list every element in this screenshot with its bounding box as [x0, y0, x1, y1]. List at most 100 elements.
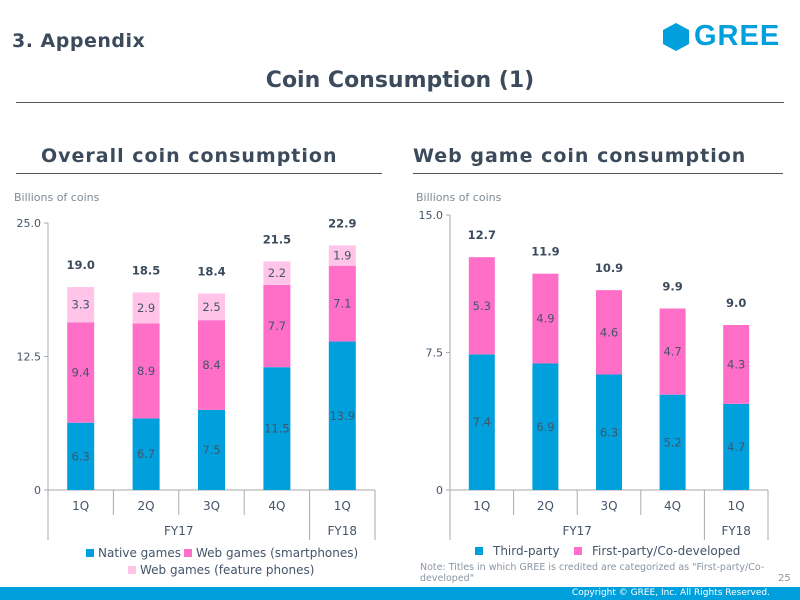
total-label: 10.9 — [595, 261, 623, 275]
hexagon-logo-icon — [663, 22, 689, 51]
chart-divider-overall — [16, 173, 382, 174]
copyright: Copyright © GREE, Inc. All Rights Reserv… — [571, 588, 770, 598]
data-label: 5.3 — [473, 299, 491, 313]
footer-bar — [0, 587, 800, 600]
gree-logo: GREE — [662, 20, 780, 53]
legend-item-first-party: First-party/Co-developed — [574, 544, 740, 558]
title-divider — [16, 102, 784, 103]
bar-segment — [532, 273, 559, 364]
category-label: 2Q — [537, 499, 554, 513]
category-label: 4Q — [664, 499, 681, 513]
bar-segment — [263, 261, 291, 285]
footnote: Note: Titles in which GREE is credited a… — [420, 562, 765, 584]
data-label: 4.7 — [727, 440, 745, 454]
group-label: FY18 — [328, 524, 358, 538]
data-label: 8.9 — [137, 364, 155, 378]
total-label: 9.0 — [726, 296, 746, 310]
bar-segment — [67, 422, 95, 490]
data-label: 13.9 — [329, 409, 355, 423]
logo-text: GREE — [694, 20, 781, 52]
group-label: FY17 — [164, 524, 194, 538]
data-label: 7.1 — [333, 297, 351, 311]
legend-swatch — [86, 549, 94, 557]
total-label: 11.9 — [531, 245, 559, 259]
legend-item-web-feature-phones: Web games (feature phones) — [128, 563, 314, 577]
legend-item-native: Native games — [86, 546, 181, 560]
legend-swatch — [475, 547, 483, 555]
bar-segment — [723, 325, 750, 404]
data-label: 2.9 — [137, 301, 155, 315]
page-number: 25 — [778, 573, 791, 584]
bar-segment — [328, 245, 356, 266]
bar-segment — [659, 308, 686, 395]
data-label: 7.7 — [268, 319, 286, 333]
data-label: 4.3 — [727, 357, 745, 371]
y-tick-label: 15.0 — [419, 209, 444, 222]
category-label: 1Q — [728, 499, 745, 513]
total-label: 21.5 — [263, 232, 291, 246]
total-label: 12.7 — [468, 228, 496, 242]
data-label: 6.3 — [600, 425, 618, 439]
legend-label: First-party/Co-developed — [592, 544, 741, 558]
legend-label: Web games (smartphones) — [196, 546, 359, 560]
data-label: 6.3 — [72, 449, 90, 463]
legend-label: Native games — [98, 546, 181, 560]
y-tick-label: 7.5 — [426, 347, 444, 360]
bar-segment — [596, 290, 622, 375]
data-label: 6.9 — [536, 420, 554, 434]
group-label: FY17 — [562, 524, 592, 538]
page-title: Coin Consumption (1) — [265, 68, 535, 93]
web-coin-chart: 0 7.5 15.0 1Q 7.4 5.3 12.7 2Q 6.9 4.9 11.9 3Q 6.3 4.6… — [419, 209, 769, 540]
legend-label: Third-party — [493, 544, 560, 558]
bar-segment — [198, 320, 225, 410]
legend-swatch — [128, 566, 136, 574]
total-label: 9.9 — [662, 280, 682, 294]
bar-segment — [132, 292, 160, 324]
category-label: 4Q — [268, 499, 285, 513]
data-label: 4.6 — [600, 325, 618, 339]
data-label: 8.4 — [202, 358, 220, 372]
data-label: 4.7 — [663, 345, 681, 359]
y-unit-overall: Billions of coins — [14, 191, 100, 204]
data-label: 3.3 — [72, 298, 90, 312]
bar-segment — [132, 323, 160, 419]
y-tick-label: 0 — [436, 484, 443, 497]
data-label: 11.5 — [264, 422, 290, 436]
category-label: 1Q — [334, 499, 351, 513]
bar-segment — [67, 322, 95, 423]
data-label: 2.5 — [202, 300, 220, 314]
y-tick-label: 0 — [34, 484, 41, 497]
data-label: 7.5 — [202, 443, 220, 457]
y-unit-web: Billions of coins — [416, 191, 502, 204]
category-label: 1Q — [473, 499, 490, 513]
bar-segment — [723, 403, 750, 490]
overall-coin-chart: 0 12.5 25.0 1Q 6.3 9.4 3.3 19.0 2Q 6.7 8.9 2.9 18.5 3… — [17, 216, 376, 540]
bar-segment — [468, 257, 495, 355]
bar-segment — [328, 341, 356, 490]
bar-segment — [263, 367, 291, 490]
legend-swatch — [184, 549, 192, 557]
total-label: 18.4 — [197, 264, 225, 278]
bar-segment — [659, 394, 686, 490]
group-label: FY18 — [721, 524, 751, 538]
category-label: 3Q — [203, 499, 220, 513]
legend-item-third-party: Third-party — [475, 544, 560, 558]
total-label: 18.5 — [132, 263, 160, 277]
category-label: 3Q — [600, 499, 617, 513]
data-label: 6.7 — [137, 447, 155, 461]
total-label: 19.0 — [67, 258, 95, 272]
bar-segment — [198, 293, 225, 321]
bar-segment — [198, 409, 225, 490]
bar-segment — [67, 287, 95, 323]
bar-segment — [263, 284, 291, 368]
y-tick-label: 25.0 — [17, 217, 42, 230]
legend-label: Web games (feature phones) — [140, 563, 315, 577]
chart-divider-web — [413, 173, 783, 174]
chart-title-overall: Overall coin consumption — [41, 145, 338, 167]
legend-swatch — [574, 547, 582, 555]
category-label: 1Q — [72, 499, 89, 513]
y-tick-label: 12.5 — [17, 351, 42, 364]
bar-segment — [132, 418, 160, 490]
data-label: 1.9 — [333, 249, 351, 263]
data-label: 2.2 — [268, 266, 286, 280]
